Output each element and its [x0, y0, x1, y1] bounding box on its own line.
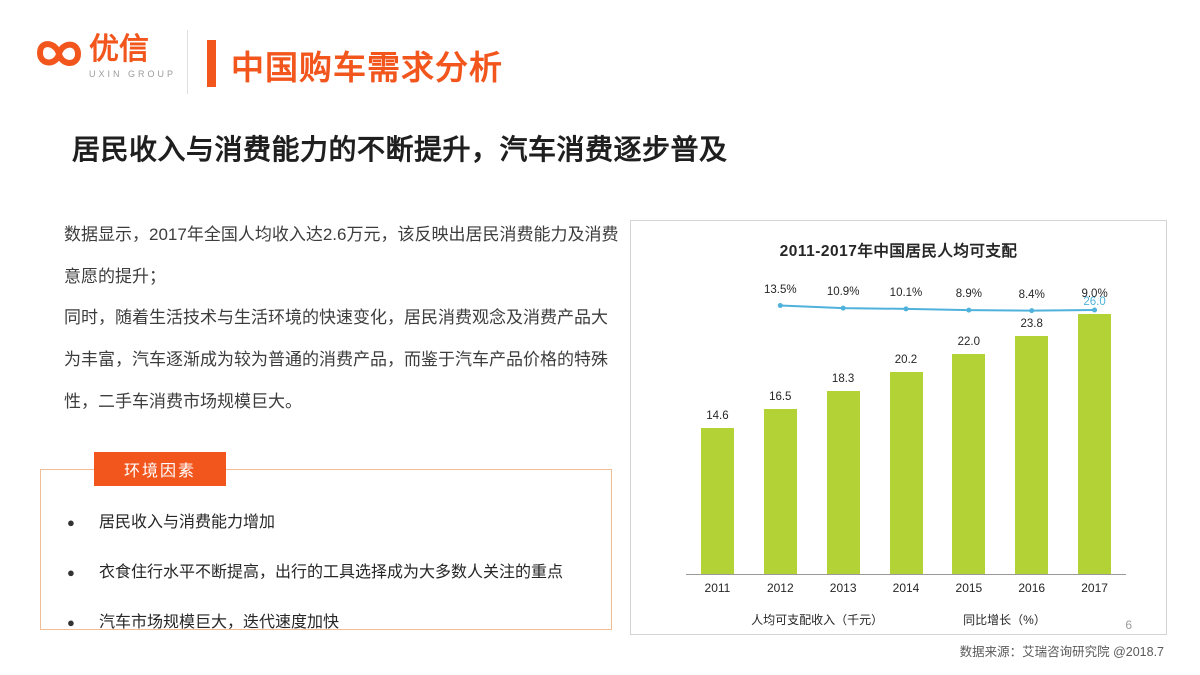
x-axis-label: 2016 — [1018, 581, 1046, 595]
growth-value-label: 8.4% — [1018, 288, 1045, 301]
x-axis-label: 2012 — [766, 581, 794, 595]
bar-2016 — [1015, 336, 1049, 574]
growth-value-label: 10.9% — [826, 286, 860, 299]
list-item-text: 居民收入与消费能力增加 — [99, 514, 276, 531]
header-divider — [187, 30, 188, 94]
bar-2015 — [952, 354, 986, 574]
legend-bar-series: 人均可支配收入（千元） — [751, 613, 884, 627]
growth-line — [777, 303, 1098, 314]
growth-value-label: 13.5% — [763, 283, 797, 296]
slide-headline: 居民收入与消费能力的不断提升，汽车消费逐步普及 — [72, 134, 728, 165]
growth-value-label: 10.1% — [889, 286, 923, 299]
bar-2014 — [889, 372, 923, 574]
list-item: ● 衣食住行水平不断提高，出行的工具选择成为大多数人关注的重点 — [67, 558, 597, 582]
uxin-logo: 优信 UXIN GROUP — [36, 34, 176, 79]
brand-block: 优信 UXIN GROUP — [89, 34, 176, 79]
x-axis-label: 2017 — [1081, 581, 1108, 595]
bullet-icon: ● — [67, 515, 75, 530]
bullet-icon: ● — [67, 615, 75, 630]
factors-box: ● 居民收入与消费能力增加 ● 衣食住行水平不断提高，出行的工具选择成为大多数人… — [40, 469, 612, 632]
growth-value-label: 9.0% — [1081, 288, 1108, 300]
chart-plot-area: 14.6 16.5 18.3 20.2 22.0 23.8 26.0 13.5% 10.9% 10… — [686, 273, 1126, 575]
bar-value-label: 14.6 — [706, 410, 729, 422]
list-item: ● 居民收入与消费能力增加 — [67, 508, 597, 532]
paragraph-2: 同时，随着生活技术与生活环境的快速变化，居民消费观念及消费产品大为丰富，汽车逐渐… — [64, 308, 608, 411]
bar-value-label: 23.8 — [1020, 318, 1043, 330]
x-axis-label: 2011 — [704, 581, 731, 595]
legend-line-series: 同比增长（%） — [963, 613, 1046, 627]
chart-title: 2011-2017年中国居民人均可支配 — [779, 243, 1018, 260]
list-item-text: 衣食住行水平不断提高，出行的工具选择成为大多数人关注的重点 — [99, 564, 564, 581]
paragraph-1: 数据显示，2017年全国人均收入达2.6万元，该反映出居民消费能力及消费意愿的提… — [64, 225, 619, 286]
body-copy: 数据显示，2017年全国人均收入达2.6万元，该反映出居民消费能力及消费意愿的提… — [64, 214, 624, 422]
list-item: ● 汽车市场规模巨大，迭代速度加快 — [67, 608, 597, 632]
chart-legend: 人均可支配收入（千元） 同比增长（%） — [631, 611, 1166, 628]
bar-value-label: 22.0 — [957, 336, 981, 348]
title-accent-bar — [207, 40, 216, 87]
bar-2013 — [826, 391, 860, 574]
uxin-logo-icon — [36, 34, 82, 74]
x-axis-labels: 2011 2012 2013 2014 2015 2016 2017 — [686, 581, 1126, 595]
x-axis-label: 2014 — [892, 581, 920, 595]
bar-value-label: 20.2 — [894, 354, 918, 366]
brand-name: 优信 — [89, 33, 149, 66]
bar-2011 — [700, 428, 734, 574]
chart-panel: 2011-2017年中国居民人均可支配 14.6 16.5 18.3 20.2 22.0… — [630, 220, 1167, 635]
page-title: 中国购车需求分析 — [231, 49, 503, 86]
list-item-text: 汽车市场规模巨大，迭代速度加快 — [99, 614, 340, 631]
brand-subtext: UXIN GROUP — [89, 68, 177, 79]
factors-list: ● 居民收入与消费能力增加 ● 衣食住行水平不断提高，出行的工具选择成为大多数人… — [41, 470, 611, 632]
x-axis-label: 2015 — [955, 581, 983, 595]
growth-value-label: 8.9% — [955, 288, 982, 301]
bar-value-label: 26.0 — [1083, 296, 1106, 308]
bar-value-label: 18.3 — [831, 373, 855, 385]
bullet-icon: ● — [67, 565, 75, 580]
data-source-note: 数据来源：艾瑞咨询研究院 @2018.7 — [959, 645, 1164, 659]
bar-2012 — [763, 409, 797, 574]
page-number: 6 — [1125, 618, 1132, 632]
factors-badge: 环境因素 — [94, 452, 227, 486]
bar-2017 — [1078, 314, 1112, 574]
bar-value-label: 16.5 — [769, 391, 792, 403]
x-axis-label: 2013 — [829, 581, 857, 595]
